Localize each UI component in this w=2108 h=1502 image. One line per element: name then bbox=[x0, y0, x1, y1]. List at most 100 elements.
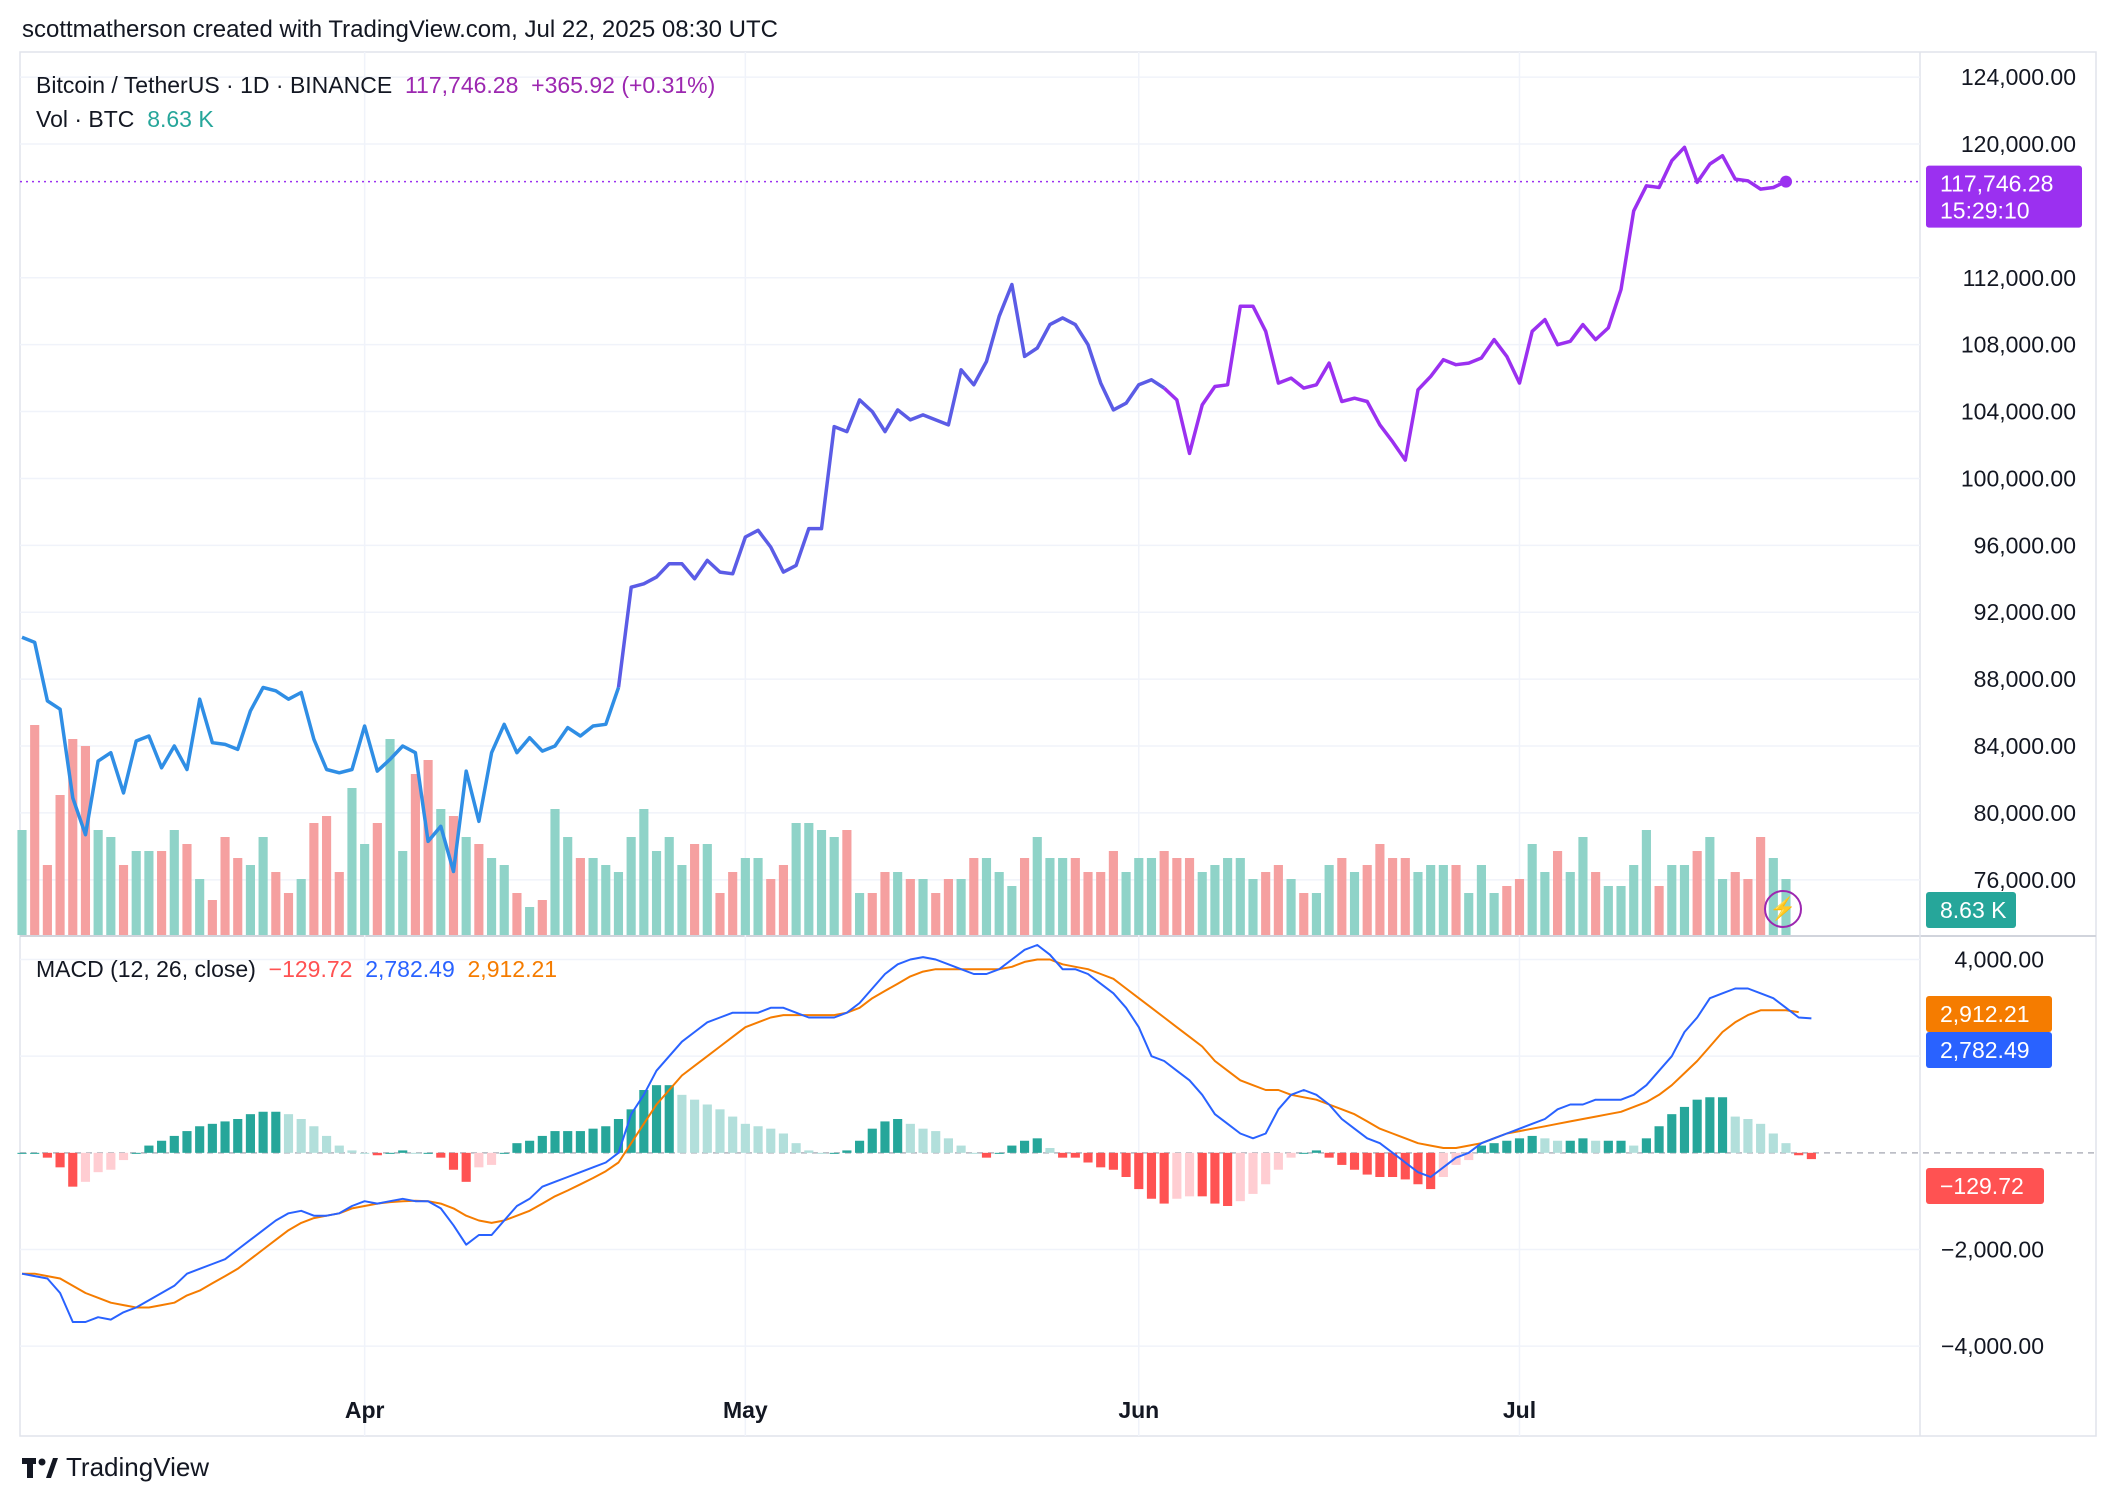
macd-legend: MACD (12, 26, close) −129.72 2,782.49 2,… bbox=[36, 956, 557, 983]
macd-label[interactable]: MACD (12, 26, close) bbox=[36, 956, 256, 982]
tradingview-logo-icon bbox=[22, 1457, 58, 1478]
histogram-bar bbox=[398, 1150, 408, 1153]
volume-bar bbox=[855, 893, 865, 935]
histogram-bar bbox=[296, 1119, 306, 1153]
volume-bar bbox=[283, 893, 294, 935]
volume-bar bbox=[17, 830, 27, 935]
volume-bar bbox=[1058, 858, 1068, 935]
symbol-name[interactable]: Bitcoin / TetherUS · 1D · BINANCE bbox=[36, 72, 393, 98]
histogram-bar bbox=[702, 1104, 712, 1153]
volume-bar bbox=[943, 879, 953, 935]
volume-bar bbox=[144, 851, 154, 935]
volume-bar bbox=[525, 907, 535, 935]
volume-bar bbox=[1540, 872, 1550, 935]
histogram-bar bbox=[1172, 1152, 1182, 1199]
histogram-bar bbox=[778, 1133, 789, 1153]
volume-bar bbox=[106, 837, 116, 935]
volume-bar bbox=[1654, 886, 1664, 935]
volume-bar bbox=[1121, 872, 1131, 935]
volume-bar bbox=[563, 837, 573, 935]
histogram-bar bbox=[1616, 1140, 1626, 1153]
histogram-bar bbox=[1235, 1152, 1245, 1202]
histogram-bar bbox=[1083, 1152, 1093, 1163]
volume-bar bbox=[867, 893, 877, 935]
volume-bar bbox=[1197, 872, 1207, 935]
histogram-bar bbox=[1184, 1152, 1195, 1197]
histogram-tag-bg bbox=[1926, 1168, 2044, 1204]
volume-bar bbox=[220, 837, 230, 935]
histogram-bar bbox=[182, 1131, 192, 1153]
volume-bar bbox=[55, 795, 65, 935]
volume-bar bbox=[1108, 851, 1118, 935]
histogram-bar bbox=[639, 1090, 649, 1153]
volume-bar bbox=[499, 865, 509, 935]
histogram-bar bbox=[157, 1140, 167, 1153]
price-series-line bbox=[21, 635, 621, 874]
volume-bar bbox=[1616, 886, 1626, 935]
alert-bolt-icon[interactable]: ⚡ bbox=[1764, 890, 1802, 928]
volume-bar bbox=[1223, 858, 1233, 935]
histogram-bar bbox=[1045, 1148, 1055, 1153]
volume-bar bbox=[791, 823, 801, 935]
histogram-bar bbox=[1311, 1150, 1322, 1153]
volume-bar bbox=[981, 858, 992, 935]
histogram-bar bbox=[855, 1140, 865, 1153]
histogram-bar bbox=[690, 1099, 700, 1153]
volume-bar bbox=[131, 851, 141, 935]
histogram-bar bbox=[829, 1152, 839, 1154]
volume-bar bbox=[575, 858, 585, 935]
histogram-bar bbox=[1273, 1152, 1283, 1170]
histogram-bar bbox=[893, 1119, 903, 1153]
histogram-bar bbox=[372, 1152, 382, 1156]
volume-bar bbox=[728, 872, 738, 935]
histogram-bar bbox=[1794, 1152, 1804, 1156]
legend-change: +365.92 (+0.31%) bbox=[531, 72, 716, 98]
volume-bar bbox=[347, 788, 357, 935]
histogram-bar bbox=[499, 1152, 509, 1154]
histogram-bar bbox=[1756, 1123, 1766, 1153]
volume-bar bbox=[1464, 893, 1474, 935]
histogram-bar bbox=[1096, 1152, 1106, 1168]
histogram-bar bbox=[118, 1152, 129, 1161]
macd-signal-value: 2,912.21 bbox=[467, 956, 558, 982]
histogram-bar bbox=[842, 1150, 852, 1153]
histogram-bar bbox=[1692, 1099, 1702, 1153]
histogram-bar bbox=[728, 1116, 738, 1153]
volume-bar bbox=[486, 858, 497, 935]
histogram-bar bbox=[1197, 1152, 1207, 1197]
volume-label[interactable]: Vol · BTC bbox=[36, 106, 135, 132]
price-tag-text: 117,746.28 bbox=[1940, 171, 2053, 197]
histogram-bar bbox=[423, 1152, 433, 1154]
volume-bar bbox=[1730, 872, 1740, 935]
volume-bar bbox=[1413, 872, 1423, 935]
histogram-bar bbox=[1388, 1152, 1398, 1177]
histogram-bar bbox=[651, 1085, 662, 1153]
histogram-bar bbox=[613, 1119, 624, 1153]
histogram-bar bbox=[1806, 1152, 1816, 1160]
volume-bar bbox=[93, 830, 103, 935]
histogram-bar bbox=[1413, 1152, 1423, 1185]
histogram-bar bbox=[1603, 1140, 1613, 1153]
volume-bar bbox=[1045, 858, 1055, 935]
volume-bar bbox=[969, 858, 979, 935]
histogram-bar bbox=[563, 1131, 573, 1153]
legend-price: 117,746.28 bbox=[404, 72, 519, 98]
volume-bar bbox=[1438, 865, 1448, 935]
histogram-bar bbox=[1464, 1152, 1474, 1161]
volume-bar bbox=[690, 844, 700, 935]
histogram-bar bbox=[537, 1135, 547, 1153]
volume-bar bbox=[1172, 858, 1182, 935]
volume-bar bbox=[1159, 851, 1169, 935]
volume-bar bbox=[474, 844, 484, 935]
volume-bars bbox=[17, 725, 1791, 935]
histogram-bar bbox=[1210, 1152, 1220, 1204]
macd-hist-value: −129.72 bbox=[268, 956, 353, 982]
volume-bar bbox=[804, 823, 814, 935]
price-tick-label: 92,000.00 bbox=[1974, 599, 2076, 625]
volume-bar bbox=[245, 865, 256, 935]
histogram-bar bbox=[1514, 1138, 1525, 1153]
tradingview-logo[interactable]: TradingView bbox=[22, 1452, 209, 1483]
volume-bar bbox=[207, 900, 217, 935]
